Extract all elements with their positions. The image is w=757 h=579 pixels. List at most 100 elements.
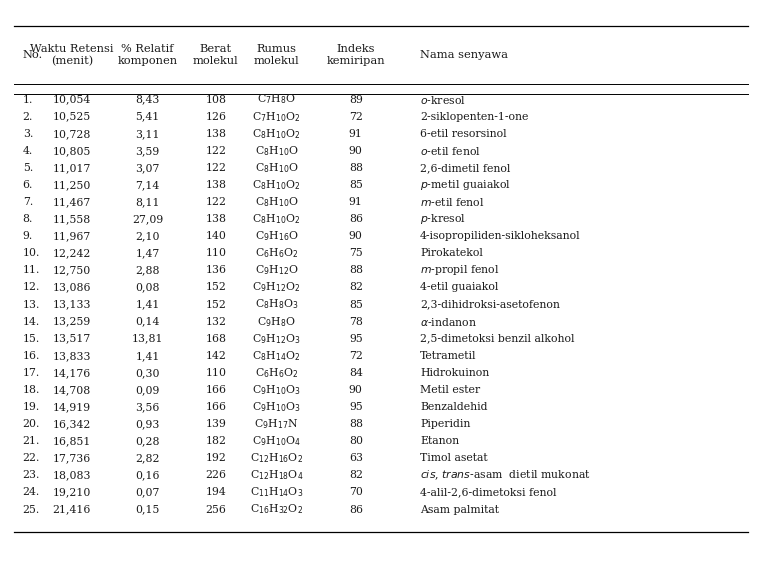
Text: 0,16: 0,16 xyxy=(136,470,160,481)
Text: 3,56: 3,56 xyxy=(136,402,160,412)
Text: 194: 194 xyxy=(205,488,226,497)
Text: $cis$, $trans$-asam  dietil mukonat: $cis$, $trans$-asam dietil mukonat xyxy=(420,468,591,482)
Text: 85: 85 xyxy=(349,180,363,190)
Text: 4-etil guaiakol: 4-etil guaiakol xyxy=(420,283,499,292)
Text: Nama senyawa: Nama senyawa xyxy=(420,50,508,60)
Text: C$_8$H$_{10}$O: C$_8$H$_{10}$O xyxy=(254,161,298,175)
Text: 4-isopropiliden-sikloheksanol: 4-isopropiliden-sikloheksanol xyxy=(420,231,581,241)
Text: C$_7$H$_8$O: C$_7$H$_8$O xyxy=(257,93,296,107)
Text: C$_{12}$H$_{16}$O$_2$: C$_{12}$H$_{16}$O$_2$ xyxy=(250,452,303,465)
Text: 13,833: 13,833 xyxy=(53,351,91,361)
Text: C$_{16}$H$_{32}$O$_2$: C$_{16}$H$_{32}$O$_2$ xyxy=(250,503,303,516)
Text: 152: 152 xyxy=(205,283,226,292)
Text: 13.: 13. xyxy=(23,299,40,310)
Text: 80: 80 xyxy=(349,436,363,446)
Text: $m$-propil fenol: $m$-propil fenol xyxy=(420,263,500,277)
Text: 0,08: 0,08 xyxy=(136,283,160,292)
Text: 78: 78 xyxy=(349,317,363,327)
Text: C$_8$H$_{10}$O$_2$: C$_8$H$_{10}$O$_2$ xyxy=(252,212,301,226)
Text: 138: 138 xyxy=(205,180,226,190)
Text: 2,3-dihidroksi-asetofenon: 2,3-dihidroksi-asetofenon xyxy=(420,299,560,310)
Text: 182: 182 xyxy=(205,436,226,446)
Text: 166: 166 xyxy=(205,402,226,412)
Text: C$_9$H$_{17}$N: C$_9$H$_{17}$N xyxy=(254,417,298,431)
Text: % Relatif
komponen: % Relatif komponen xyxy=(117,44,178,66)
Text: 22.: 22. xyxy=(23,453,40,463)
Text: 13,133: 13,133 xyxy=(53,299,91,310)
Text: 14,176: 14,176 xyxy=(53,368,91,378)
Text: 12,750: 12,750 xyxy=(53,265,91,276)
Text: 2,6-dimetil fenol: 2,6-dimetil fenol xyxy=(420,163,510,173)
Text: 1,41: 1,41 xyxy=(136,351,160,361)
Text: Asam palmitat: Asam palmitat xyxy=(420,504,499,515)
Text: 10,054: 10,054 xyxy=(53,94,91,105)
Text: 8.: 8. xyxy=(23,214,33,224)
Text: 6-etil resorsinol: 6-etil resorsinol xyxy=(420,129,506,139)
Text: 8,11: 8,11 xyxy=(136,197,160,207)
Text: 11,558: 11,558 xyxy=(53,214,91,224)
Text: 72: 72 xyxy=(349,351,363,361)
Text: 2.: 2. xyxy=(23,112,33,122)
Text: 1,41: 1,41 xyxy=(136,299,160,310)
Text: 11.: 11. xyxy=(23,265,40,276)
Text: 110: 110 xyxy=(205,248,226,258)
Text: 23.: 23. xyxy=(23,470,40,481)
Text: 19.: 19. xyxy=(23,402,40,412)
Text: C$_8$H$_{10}$O$_2$: C$_8$H$_{10}$O$_2$ xyxy=(252,178,301,192)
Text: 2,10: 2,10 xyxy=(136,231,160,241)
Text: 5,41: 5,41 xyxy=(136,112,160,122)
Text: 126: 126 xyxy=(205,112,226,122)
Text: 122: 122 xyxy=(205,163,226,173)
Text: 16,342: 16,342 xyxy=(53,419,91,429)
Text: 139: 139 xyxy=(205,419,226,429)
Text: 95: 95 xyxy=(349,402,363,412)
Text: 0,93: 0,93 xyxy=(136,419,160,429)
Text: 3,07: 3,07 xyxy=(136,163,160,173)
Text: 14,919: 14,919 xyxy=(53,402,91,412)
Text: $o$-kresol: $o$-kresol xyxy=(420,94,466,105)
Text: 0,15: 0,15 xyxy=(136,504,160,515)
Text: 122: 122 xyxy=(205,146,226,156)
Text: 24.: 24. xyxy=(23,488,40,497)
Text: 16,851: 16,851 xyxy=(53,436,91,446)
Text: 140: 140 xyxy=(205,231,226,241)
Text: 11,017: 11,017 xyxy=(53,163,91,173)
Text: 0,14: 0,14 xyxy=(136,317,160,327)
Text: 72: 72 xyxy=(349,112,363,122)
Text: 3.: 3. xyxy=(23,129,33,139)
Text: C$_7$H$_{10}$O$_2$: C$_7$H$_{10}$O$_2$ xyxy=(252,110,301,123)
Text: C$_8$H$_8$O$_3$: C$_8$H$_8$O$_3$ xyxy=(254,298,298,312)
Text: 5.: 5. xyxy=(23,163,33,173)
Text: 166: 166 xyxy=(205,385,226,395)
Text: 13,517: 13,517 xyxy=(53,334,91,344)
Text: Hidrokuinon: Hidrokuinon xyxy=(420,368,489,378)
Text: 13,81: 13,81 xyxy=(132,334,164,344)
Text: 7,14: 7,14 xyxy=(136,180,160,190)
Text: Indeks
kemiripan: Indeks kemiripan xyxy=(326,44,385,66)
Text: 3,59: 3,59 xyxy=(136,146,160,156)
Text: 75: 75 xyxy=(349,248,363,258)
Text: 3,11: 3,11 xyxy=(136,129,160,139)
Text: 11,250: 11,250 xyxy=(53,180,91,190)
Text: C$_9$H$_{16}$O: C$_9$H$_{16}$O xyxy=(254,229,298,243)
Text: C$_9$H$_{12}$O: C$_9$H$_{12}$O xyxy=(254,263,298,277)
Text: 10,728: 10,728 xyxy=(53,129,91,139)
Text: No.: No. xyxy=(23,50,43,60)
Text: C$_6$H$_6$O$_2$: C$_6$H$_6$O$_2$ xyxy=(254,366,298,380)
Text: 9.: 9. xyxy=(23,231,33,241)
Text: 4.: 4. xyxy=(23,146,33,156)
Text: 85: 85 xyxy=(349,299,363,310)
Text: $\alpha$-indanon: $\alpha$-indanon xyxy=(420,316,477,328)
Text: 110: 110 xyxy=(205,368,226,378)
Text: Piperidin: Piperidin xyxy=(420,419,471,429)
Text: 21.: 21. xyxy=(23,436,40,446)
Text: C$_9$H$_{10}$O$_4$: C$_9$H$_{10}$O$_4$ xyxy=(252,434,301,448)
Text: 4-alil-2,6-dimetoksi fenol: 4-alil-2,6-dimetoksi fenol xyxy=(420,488,556,497)
Text: C$_8$H$_{10}$O: C$_8$H$_{10}$O xyxy=(254,195,298,209)
Text: 122: 122 xyxy=(205,197,226,207)
Text: C$_9$H$_{12}$O$_2$: C$_9$H$_{12}$O$_2$ xyxy=(252,281,301,294)
Text: C$_8$H$_{10}$O$_2$: C$_8$H$_{10}$O$_2$ xyxy=(252,127,301,141)
Text: Tetrametil: Tetrametil xyxy=(420,351,477,361)
Text: 82: 82 xyxy=(349,283,363,292)
Text: 12,242: 12,242 xyxy=(53,248,91,258)
